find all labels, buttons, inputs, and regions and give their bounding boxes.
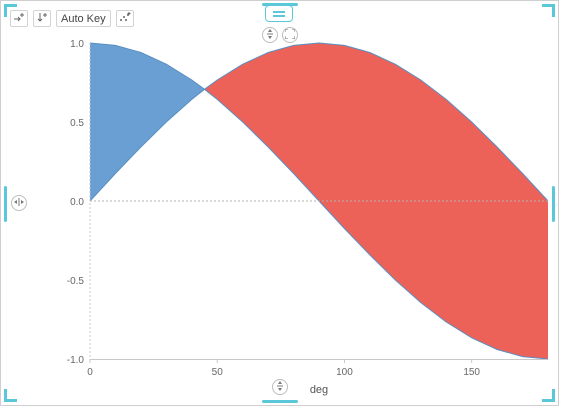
- split-vertical-icon: [275, 378, 285, 396]
- resize-handle-bottom-right[interactable]: [542, 389, 555, 402]
- sort-down-icon: [36, 12, 48, 25]
- resize-handle-top[interactable]: [262, 3, 298, 6]
- resize-handle-right[interactable]: [552, 186, 555, 222]
- axes: 1.0 0.5 0.0 -0.5 -1.00 50 100 150: [67, 39, 548, 378]
- resize-handle-top-left[interactable]: [4, 4, 17, 17]
- y-tick-label: 1.0: [70, 39, 84, 50]
- split-bottom-button[interactable]: [272, 379, 288, 395]
- fullscreen-button[interactable]: [282, 27, 298, 43]
- area-band-lower: [204, 43, 548, 359]
- y-tick-label: -0.5: [67, 276, 85, 287]
- chart-toolbar: Auto Key: [10, 10, 134, 27]
- x-tick-label: 50: [212, 367, 224, 378]
- resize-handle-bottom-left[interactable]: [4, 389, 17, 402]
- auto-key-button[interactable]: Auto Key: [56, 10, 111, 27]
- move-handle[interactable]: [265, 5, 293, 22]
- split-left-button[interactable]: [11, 195, 27, 211]
- y-tick-label: 0.0: [70, 197, 84, 208]
- x-axis-label: deg: [310, 384, 328, 396]
- area-band-upper: [90, 43, 205, 201]
- x-tick-label: 150: [463, 367, 480, 378]
- resize-handle-top-right[interactable]: [542, 4, 555, 17]
- split-horizontal-icon: [14, 194, 24, 212]
- resize-handle-bottom[interactable]: [262, 400, 298, 403]
- sort-down-button[interactable]: [33, 10, 51, 27]
- scatter-button[interactable]: [115, 10, 134, 27]
- add-series-button[interactable]: [10, 10, 28, 27]
- split-vertical-button[interactable]: [262, 27, 278, 43]
- x-tick-label: 0: [87, 367, 93, 378]
- series-line-1: [89, 42, 549, 360]
- scatter-icon: [119, 12, 131, 25]
- y-tick-label: 0.5: [70, 118, 84, 129]
- add-series-icon: [13, 12, 25, 25]
- y-tick-label: -1.0: [67, 355, 85, 366]
- resize-handle-left[interactable]: [4, 186, 7, 222]
- move-icon: [272, 5, 286, 23]
- x-tick-label: 100: [336, 367, 353, 378]
- plot-areas: [89, 42, 549, 360]
- split-vertical-icon: [265, 26, 275, 44]
- series-line-2: [89, 42, 549, 202]
